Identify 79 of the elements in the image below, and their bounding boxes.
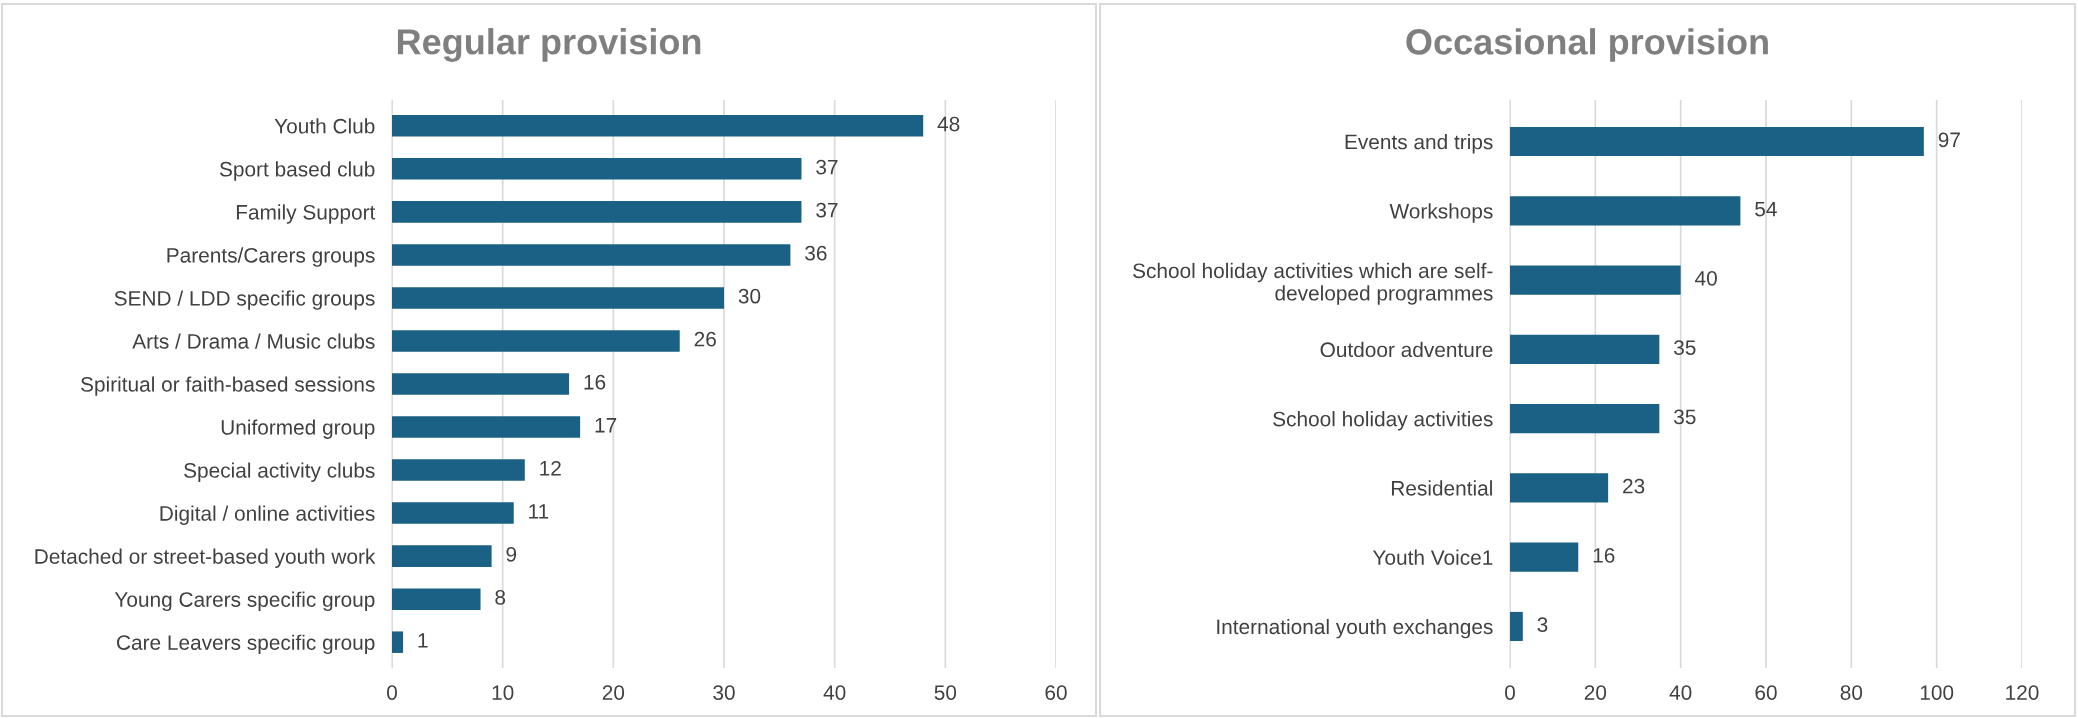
data-label: 40 <box>1695 270 1717 286</box>
data-label: 48 <box>937 116 960 132</box>
data-label: 35 <box>1674 340 1696 355</box>
y-tick-label: Sport based club <box>219 161 375 181</box>
x-tick-label: 40 <box>823 685 846 700</box>
data-label: 54 <box>1755 201 1777 217</box>
x-tick-label: 20 <box>1584 685 1607 700</box>
bar <box>392 115 924 137</box>
bar <box>1510 611 1523 641</box>
bar <box>392 631 404 653</box>
y-tick-label: Parents/Carers groups <box>167 247 375 267</box>
data-label: 1 <box>418 633 428 648</box>
bar <box>392 588 481 610</box>
data-label: 3 <box>1537 617 1548 633</box>
y-tick-label: Outdoor adventure <box>1320 341 1493 358</box>
data-label: 11 <box>529 504 549 519</box>
x-tick-label: 0 <box>387 685 397 700</box>
x-tick-label: 80 <box>1840 685 1863 700</box>
y-tick-label: Arts / Drama / Music clubs <box>132 333 375 349</box>
y-tick-label: Detached or street-based youth work <box>35 548 376 568</box>
data-label: 16 <box>584 374 606 390</box>
y-tick-label: Care Leavers specific group <box>117 634 375 655</box>
x-tick-label: 120 <box>2006 685 2039 700</box>
y-tick-label: Youth Voice1 <box>1372 549 1493 565</box>
x-tick-label: 60 <box>1045 685 1067 700</box>
bar <box>1510 265 1681 295</box>
x-tick-label: 100 <box>1920 685 1954 700</box>
data-label: 9 <box>506 546 517 562</box>
data-label: 17 <box>595 418 617 433</box>
x-tick-label: 50 <box>934 685 957 700</box>
data-label: 8 <box>495 589 506 605</box>
y-tick-label: Special activity clubs <box>184 462 375 482</box>
x-tick-label: 20 <box>602 685 625 700</box>
bar <box>1510 542 1579 572</box>
bar <box>392 330 680 352</box>
bar <box>392 158 802 180</box>
bar <box>1510 404 1660 434</box>
data-label: 12 <box>540 460 561 476</box>
x-tick-label: 30 <box>713 685 735 700</box>
y-tick-label: Events and trips <box>1345 134 1493 154</box>
y-tick-label: International youth exchanges <box>1217 618 1493 639</box>
data-label: 23 <box>1623 478 1645 494</box>
data-label: 36 <box>805 245 827 261</box>
x-tick-label: 40 <box>1669 685 1692 700</box>
y-tick-label: Digital / online activities <box>160 505 375 525</box>
chart-title: Occasional provision <box>1406 28 1768 62</box>
bar <box>392 545 492 567</box>
y-tick-label: School holiday activities <box>1273 411 1493 431</box>
x-tick-label: 10 <box>492 685 514 700</box>
y-tick-label: Uniformed group <box>221 419 375 439</box>
y-tick-label: School holiday activities which are self-developed programmes <box>1133 262 1493 305</box>
bar <box>1510 334 1660 364</box>
x-tick-label: 60 <box>1755 685 1777 700</box>
chart-title: Regular provision <box>397 28 701 62</box>
y-tick-label: Spiritual or faith-based sessions <box>81 376 375 396</box>
bar <box>1510 473 1609 503</box>
data-label: 30 <box>738 288 761 304</box>
bar <box>392 373 570 395</box>
y-tick-label: SEND / LDD specific groups <box>114 290 375 310</box>
data-label: 16 <box>1593 548 1615 563</box>
y-tick-label: Family Support <box>236 204 376 224</box>
y-tick-label: Residential <box>1391 480 1492 496</box>
bar <box>392 287 724 309</box>
bar <box>392 201 802 223</box>
bar <box>392 502 514 524</box>
y-tick-label: Young Carers specific group <box>114 591 375 612</box>
bar <box>1510 196 1741 226</box>
y-tick-label: Workshops <box>1389 203 1493 223</box>
bar <box>392 244 791 266</box>
data-label: 97 <box>1938 132 1960 148</box>
data-label: 37 <box>816 159 838 175</box>
y-tick-label: Youth Club <box>274 118 375 134</box>
data-label: 26 <box>694 331 716 347</box>
data-label: 37 <box>816 202 838 218</box>
x-tick-label: 0 <box>1505 685 1515 700</box>
data-label: 35 <box>1674 409 1696 425</box>
bar <box>392 459 525 481</box>
bar <box>1510 127 1924 157</box>
bar <box>392 416 581 438</box>
